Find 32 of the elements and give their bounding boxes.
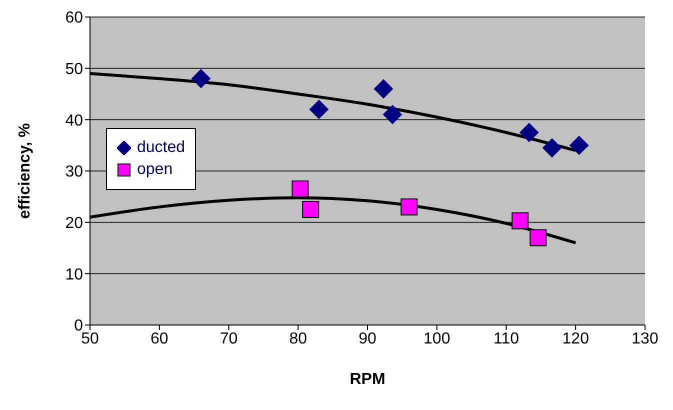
x-tick-label: 80 [289,330,308,348]
y-tick-label: 50 [65,61,84,78]
x-tick-label: 90 [358,330,376,348]
legend-label: ducted [137,139,186,157]
point [192,69,210,88]
y-axis-title: efficiency, % [16,123,34,219]
legend-label: open [137,161,173,179]
x-tick-label: 120 [562,330,590,348]
point [512,212,529,230]
x-tick-label: 60 [150,330,168,348]
x-tick-label: 110 [493,330,520,348]
point [302,201,320,218]
y-tick-label: 40 [65,112,84,130]
y-tick-label: 0 [74,318,84,335]
y-tick-label: 20 [65,215,84,232]
point [542,138,562,158]
point [570,136,589,155]
x-tick-label: 70 [220,330,238,348]
x-axis-title: RPM [350,371,386,388]
point [530,229,547,246]
x-tick-label: 130 [632,330,658,348]
x-tick-label: 100 [424,330,450,348]
y-tick-label: 10 [65,266,84,284]
point [292,180,309,198]
point [382,105,402,124]
point [520,123,539,142]
y-tick-label: 30 [65,164,84,181]
x-tick-label: 50 [81,330,99,348]
point [374,79,393,98]
y-tick-label: 60 [65,10,84,27]
point [400,198,418,216]
point [309,100,328,119]
